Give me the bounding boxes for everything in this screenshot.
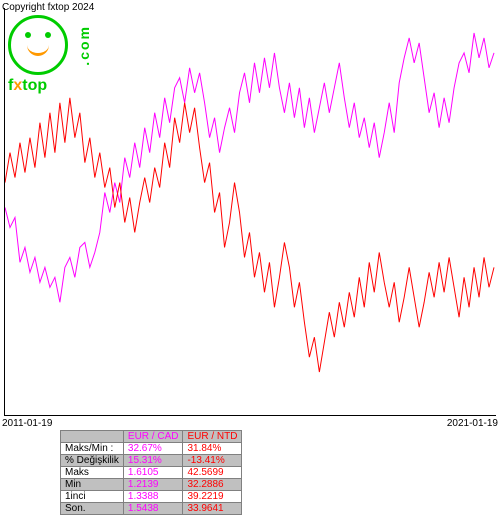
table-row: Son.1.543833.9641	[61, 503, 242, 515]
row-label-cell: Son.	[61, 503, 124, 515]
row-label-cell: Maks	[61, 467, 124, 479]
table-header-cell: EUR / CAD	[123, 431, 183, 443]
table-header-cell: EUR / NTD	[183, 431, 242, 443]
table-row: % Değişkilik15.31%-13.41%	[61, 455, 242, 467]
cad-value-cell: 1.5438	[123, 503, 183, 515]
stats-table: EUR / CADEUR / NTDMaks/Min :32.67%31.84%…	[60, 430, 242, 515]
ntd-value-cell: 33.9641	[183, 503, 242, 515]
ntd-value-cell: 31.84%	[183, 443, 242, 455]
ntd-value-cell: 39.2219	[183, 491, 242, 503]
ntd-value-cell: 32.2886	[183, 479, 242, 491]
forex-chart	[4, 8, 496, 416]
cad-value-cell: 1.2139	[123, 479, 183, 491]
cad-value-cell: 1.3388	[123, 491, 183, 503]
chart-canvas	[5, 8, 496, 415]
table-row: 1inci1.338839.2219	[61, 491, 242, 503]
table-row: Min1.213932.2886	[61, 479, 242, 491]
cad-value-cell: 15.31%	[123, 455, 183, 467]
table-row: Maks/Min :32.67%31.84%	[61, 443, 242, 455]
table-header-cell	[61, 431, 124, 443]
row-label-cell: % Değişkilik	[61, 455, 124, 467]
table-row: Maks1.610542.5699	[61, 467, 242, 479]
cad-value-cell: 1.6105	[123, 467, 183, 479]
series-line	[5, 33, 494, 302]
x-axis-start-label: 2011-01-19	[2, 418, 52, 429]
row-label-cell: 1inci	[61, 491, 124, 503]
series-line	[5, 98, 494, 372]
cad-value-cell: 32.67%	[123, 443, 183, 455]
ntd-value-cell: -13.41%	[183, 455, 242, 467]
row-label-cell: Maks/Min :	[61, 443, 124, 455]
row-label-cell: Min	[61, 479, 124, 491]
x-axis-end-label: 2021-01-19	[447, 418, 498, 429]
ntd-value-cell: 42.5699	[183, 467, 242, 479]
